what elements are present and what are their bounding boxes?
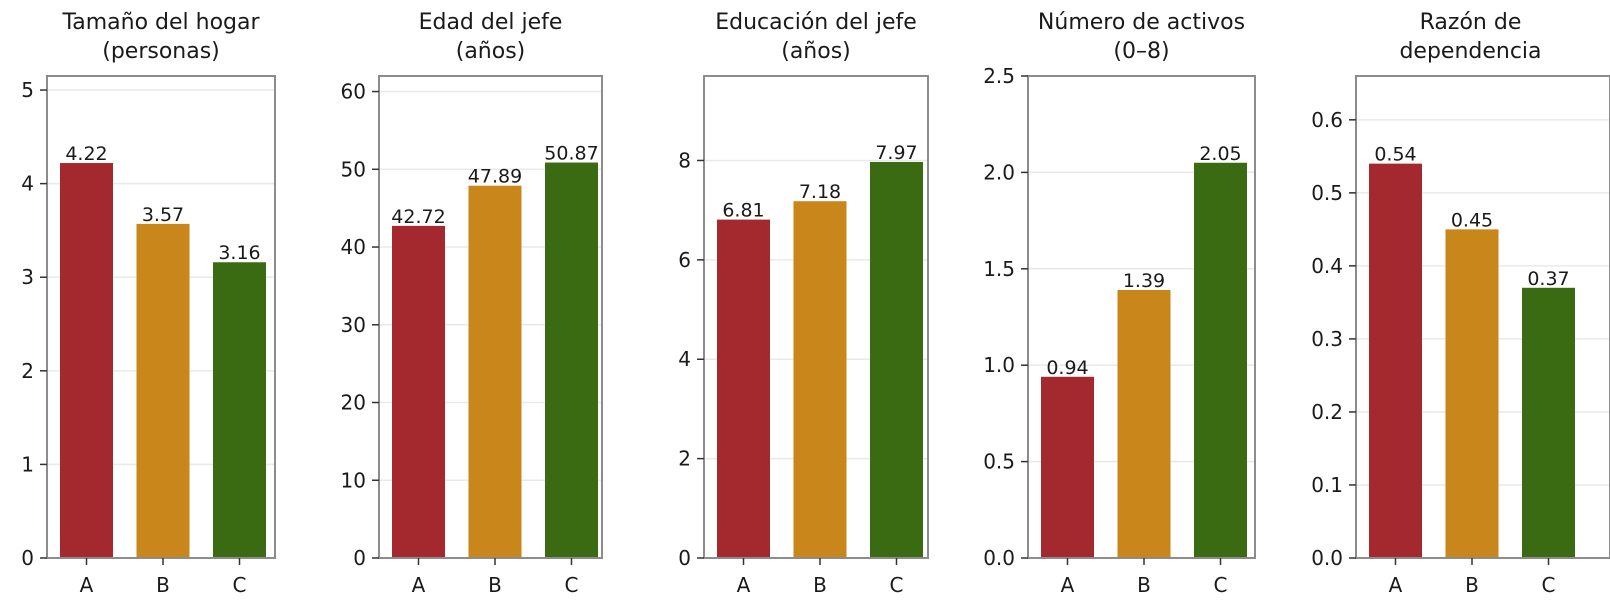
y-tick-label: 5	[21, 78, 34, 102]
x-tick-label: A	[1389, 573, 1403, 597]
x-tick-label: C	[233, 573, 247, 597]
bar-B	[1117, 290, 1171, 558]
chart-title-line: (personas)	[102, 39, 220, 64]
bar-value-label: 47.89	[468, 166, 522, 188]
bar-C	[1194, 162, 1247, 558]
y-tick-label: 2.0	[983, 160, 1015, 184]
bar-value-label: 7.97	[875, 142, 917, 164]
bar-A	[717, 219, 770, 558]
x-tick-label: C	[890, 573, 904, 597]
bar-C	[545, 162, 598, 558]
plot-frame	[703, 75, 929, 559]
x-tick-label: C	[565, 573, 579, 597]
bar-value-label: 3.16	[218, 242, 260, 264]
chart-title-line: Educación del jefe	[715, 10, 917, 35]
y-tick-label: 60	[341, 80, 366, 104]
y-tick-label: 6	[678, 248, 691, 272]
y-tick-label: 0.6	[1311, 108, 1343, 132]
y-tick-label: 2.5	[983, 64, 1015, 88]
bar-value-label: 0.94	[1046, 357, 1088, 379]
y-tick-label: 0	[21, 546, 34, 570]
y-tick-label: 0.2	[1311, 400, 1343, 424]
chart-panel-3: 6.81 7.18 7.97 0 2 4 6 8 A B C Educación del jefe (a…	[678, 10, 929, 597]
chart-title-line: Tamaño del hogar	[61, 10, 260, 35]
bar-C	[213, 262, 266, 558]
y-tick-label: 0.1	[1311, 473, 1343, 497]
y-tick-label: 30	[341, 313, 366, 337]
x-tick-label: A	[737, 573, 751, 597]
chart-title-line: Número de activos	[1038, 10, 1245, 35]
x-tick-label: B	[156, 573, 170, 597]
chart-panel-4: 0.94 1.39 2.05 0.0 0.5 1.0 1.5 2.0 2.5 A B C Número …	[983, 10, 1256, 597]
y-tick-label: 4	[678, 347, 691, 371]
bar-value-label: 2.05	[1199, 143, 1241, 165]
chart-title-line: dependencia	[1399, 39, 1541, 64]
y-tick-label: 1.5	[983, 257, 1015, 281]
x-tick-label: C	[1214, 573, 1228, 597]
bar-value-label: 50.87	[544, 143, 598, 165]
bar-value-label: 0.37	[1527, 268, 1569, 290]
x-tick-label: C	[1542, 573, 1556, 597]
bar-B	[136, 223, 190, 558]
x-tick-label: B	[1465, 573, 1479, 597]
bar-value-label: 42.72	[391, 206, 445, 228]
y-tick-label: 0.5	[983, 450, 1015, 474]
plot-frame	[46, 75, 276, 559]
y-tick-label: 40	[341, 235, 366, 259]
chart-panel-2: 42.72 47.89 50.87 0 10 20 30 40 50 60 A B C Edad del …	[341, 10, 603, 597]
bar-B	[793, 201, 847, 558]
y-tick-label: 1	[21, 452, 34, 476]
bar-A	[60, 163, 113, 558]
y-tick-label: 0.3	[1311, 327, 1343, 351]
bar-value-label: 0.54	[1374, 144, 1416, 166]
chart-title-line: Razón de	[1420, 10, 1522, 35]
bar-C	[1522, 287, 1575, 558]
y-tick-label: 50	[341, 157, 366, 181]
x-tick-label: B	[488, 573, 502, 597]
chart-panel-5: 0.54 0.45 0.37 0.0 0.1 0.2 0.3 0.4 0.5 0.6 A B C Razó…	[1311, 10, 1610, 597]
bar-A	[392, 225, 445, 558]
y-tick-label: 0	[678, 546, 691, 570]
y-tick-label: 4	[21, 172, 34, 196]
y-tick-label: 20	[341, 391, 366, 415]
bar-value-label: 7.18	[799, 181, 841, 203]
x-tick-label: A	[412, 573, 426, 597]
bar-value-label: 6.81	[722, 200, 764, 222]
chart-title-line: (años)	[781, 39, 851, 64]
y-tick-label: 1.0	[983, 353, 1015, 377]
plot-frame	[378, 75, 603, 559]
y-tick-label: 3	[21, 265, 34, 289]
y-tick-label: 2	[678, 447, 691, 471]
bar-value-label: 0.45	[1451, 209, 1493, 231]
chart-title-line: (0–8)	[1113, 39, 1169, 64]
y-tick-label: 0.0	[1311, 546, 1343, 570]
x-tick-label: B	[813, 573, 827, 597]
y-tick-label: 2	[21, 359, 34, 383]
chart-title-line: Edad del jefe	[419, 10, 563, 35]
bar-C	[870, 161, 923, 558]
chart-title-line: (años)	[456, 39, 526, 64]
bar-A	[1041, 376, 1094, 558]
x-tick-label: B	[1137, 573, 1151, 597]
bar-A	[1369, 163, 1422, 559]
bar-value-label: 1.39	[1123, 270, 1165, 292]
bar-value-label: 4.22	[65, 143, 107, 165]
chart-panel-1: 4.22 3.57 3.16 0 1 2 3 4 5 A B C Tamaño del hogar (pe…	[21, 10, 276, 597]
x-tick-label: A	[80, 573, 94, 597]
y-tick-label: 0.5	[1311, 181, 1343, 205]
plot-frame	[1027, 75, 1256, 559]
plot-frame	[1355, 75, 1610, 559]
x-tick-label: A	[1061, 573, 1075, 597]
bar-value-label: 3.57	[142, 204, 184, 226]
bar-B	[1445, 229, 1499, 558]
y-tick-label: 0.0	[983, 546, 1015, 570]
y-tick-label: 0	[353, 546, 366, 570]
y-tick-label: 8	[678, 148, 691, 172]
y-tick-label: 0.4	[1311, 254, 1343, 278]
bar-B	[468, 185, 522, 558]
y-tick-label: 10	[341, 468, 366, 492]
